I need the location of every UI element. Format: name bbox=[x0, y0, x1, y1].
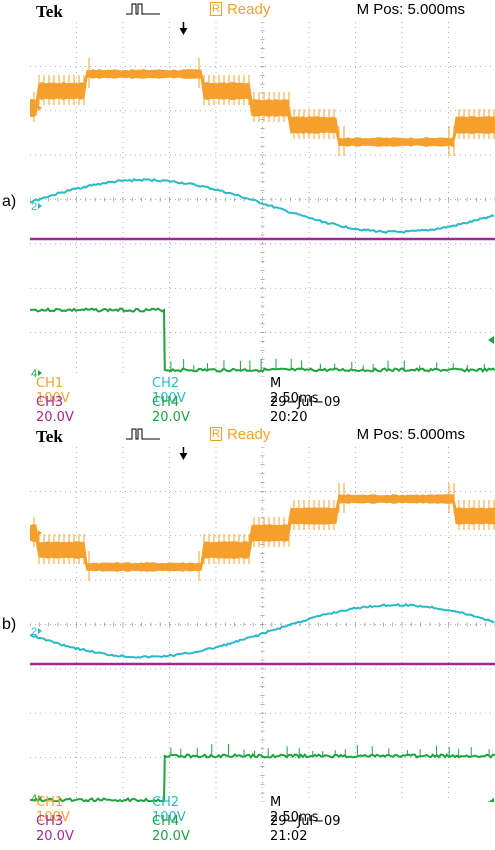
ch4-ground-marker-arrow bbox=[38, 795, 42, 801]
datetime-readout: 29−Jul−09 21:02 bbox=[270, 814, 341, 844]
trigger-level-marker bbox=[488, 798, 494, 802]
waveform-display: 1 2 4 bbox=[30, 447, 495, 802]
m-pos-readout: M Pos: 5.000ms bbox=[356, 426, 465, 443]
ch4-ground-marker-label: 4 bbox=[31, 793, 37, 802]
scope-header: Tek R Ready M Pos: 5.000ms bbox=[0, 425, 495, 447]
ch1-ground-marker-arrow bbox=[38, 530, 42, 536]
datetime-readout: 29−Jul−09 20:20 bbox=[270, 395, 341, 425]
trigger-pulse-icon bbox=[126, 3, 160, 15]
panel-label: b) bbox=[2, 616, 17, 633]
ch3-scale: CH3 20.0V bbox=[36, 395, 74, 425]
ch2-trace bbox=[30, 602, 495, 659]
scope-footer: CH1 100V CH2 100V M 2.50ms CH3 20.0V CH4… bbox=[36, 376, 495, 425]
ch1-ground-marker-label: 1 bbox=[31, 528, 37, 540]
ch2-ground-marker-label: 2 bbox=[31, 626, 37, 638]
ch1-scale: CH1 100V bbox=[36, 376, 70, 406]
scope-panel-b: Tek R Ready M Pos: 5.000ms b) 1 2 4 CH1 100… bbox=[0, 425, 495, 850]
ch4-trace bbox=[30, 307, 495, 373]
ch1-ground-marker-arrow bbox=[38, 105, 42, 111]
ch2-trace bbox=[30, 177, 495, 234]
scope-panel-a: Tek R Ready M Pos: 5.000ms a) 1 2 4 CH1 100… bbox=[0, 0, 495, 425]
ch1-trace bbox=[30, 493, 495, 572]
ch4-ground-marker-label: 4 bbox=[31, 368, 37, 377]
ch1-scale: CH1 100V bbox=[36, 795, 70, 825]
trigger-position-marker bbox=[179, 453, 188, 460]
ch2-scale: CH2 100V bbox=[152, 376, 186, 406]
timebase-readout: M 2.50ms bbox=[270, 795, 319, 825]
tek-logo: Tek bbox=[36, 427, 63, 446]
ch2-ground-marker-arrow bbox=[38, 628, 42, 634]
scope-header: Tek R Ready M Pos: 5.000ms bbox=[0, 0, 495, 22]
ch4-scale: CH4 20.0V bbox=[152, 814, 190, 844]
waveform-display: 1 2 4 bbox=[30, 22, 495, 377]
ch2-scale: CH2 100V bbox=[152, 795, 186, 825]
ch4-trace bbox=[30, 752, 495, 802]
trigger-level-marker bbox=[488, 336, 494, 344]
ch2-ground-marker-arrow bbox=[38, 203, 42, 209]
ch2-ground-marker-label: 2 bbox=[31, 201, 37, 213]
scope-footer: CH1 100V CH2 100V M 2.50ms CH3 20.0V CH4… bbox=[36, 795, 495, 844]
ch4-scale: CH4 20.0V bbox=[152, 395, 190, 425]
ch3-scale: CH3 20.0V bbox=[36, 814, 74, 844]
timebase-readout: M 2.50ms bbox=[270, 376, 319, 406]
acquisition-status: R Ready bbox=[210, 1, 271, 18]
trigger-position-marker bbox=[179, 28, 188, 35]
acquisition-status: R Ready bbox=[210, 426, 271, 443]
ch4-ground-marker-arrow bbox=[38, 370, 42, 376]
ch1-ground-marker-label: 1 bbox=[31, 103, 37, 115]
tek-logo: Tek bbox=[36, 2, 63, 21]
m-pos-readout: M Pos: 5.000ms bbox=[356, 1, 465, 18]
trigger-pulse-icon bbox=[126, 428, 160, 440]
panel-label: a) bbox=[2, 193, 17, 210]
ch1-trace bbox=[30, 68, 495, 148]
